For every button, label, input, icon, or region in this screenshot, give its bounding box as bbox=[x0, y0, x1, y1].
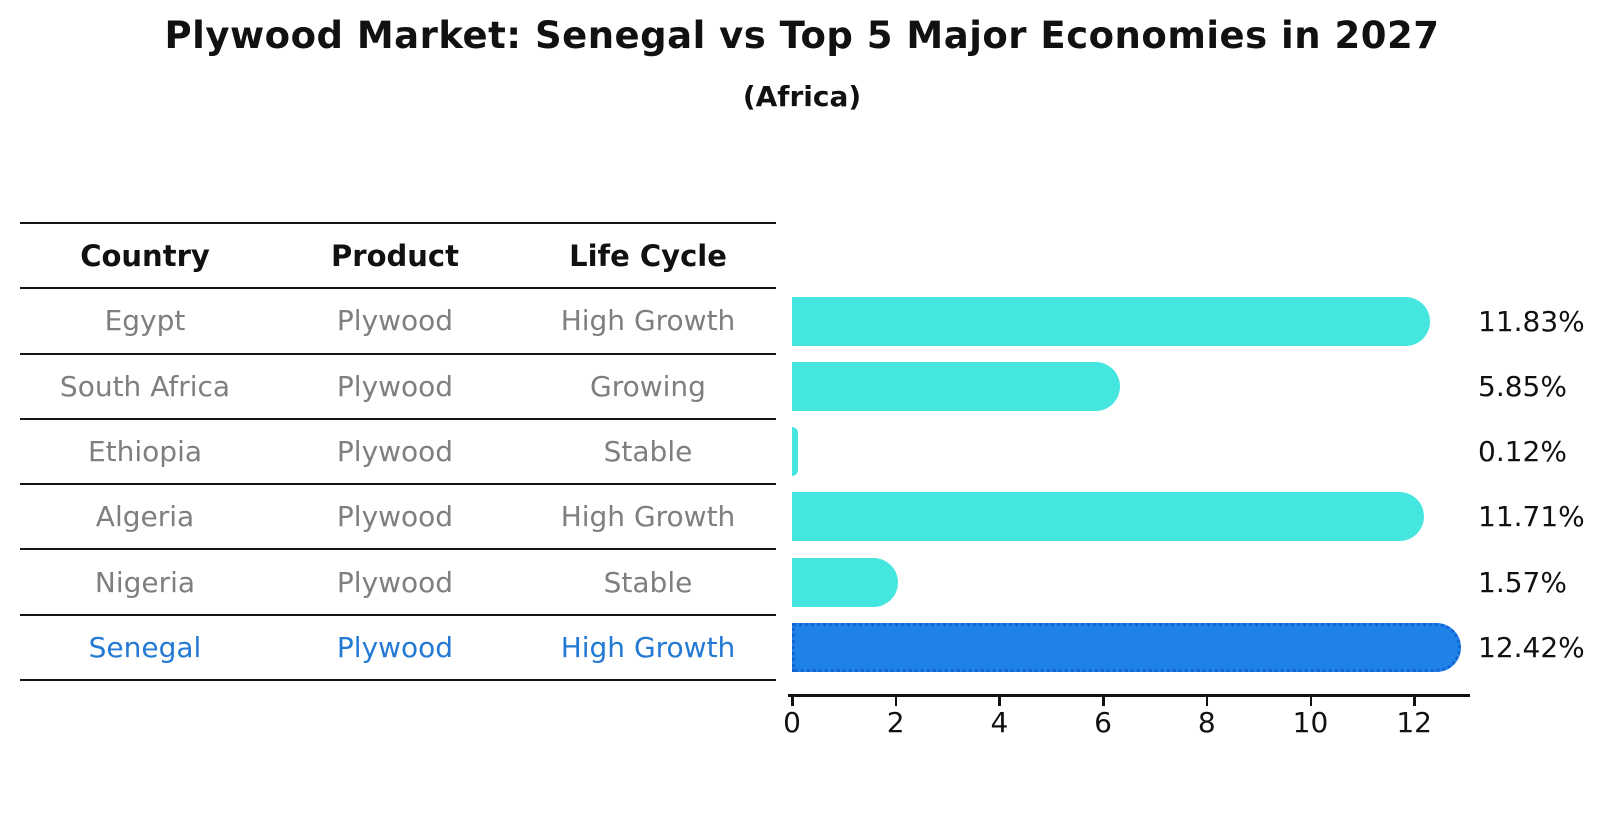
x-tick-label-2: 2 bbox=[886, 706, 905, 739]
country-table: Country Product Life Cycle Egypt Plywood… bbox=[20, 222, 776, 682]
lifecycle-cell: High Growth bbox=[560, 500, 736, 534]
table-header-row: Country Product Life Cycle bbox=[20, 222, 776, 287]
table-header-product: Product bbox=[331, 238, 459, 273]
value-label-algeria: 11.71% bbox=[1478, 500, 1585, 534]
value-label-egypt: 11.83% bbox=[1478, 304, 1585, 338]
product-cell: Plywood bbox=[336, 500, 454, 534]
chart-title: Plywood Market: Senegal vs Top 5 Major E… bbox=[164, 14, 1440, 57]
x-tick-label-8: 8 bbox=[1197, 706, 1216, 739]
product-cell: Plywood bbox=[336, 630, 454, 664]
table-row-ethiopia: Ethiopia Plywood Stable bbox=[20, 417, 776, 483]
x-tick-4 bbox=[998, 696, 1001, 706]
value-label-senegal: 12.42% bbox=[1478, 631, 1585, 664]
table-header-country: Country bbox=[80, 238, 210, 273]
x-tick-8 bbox=[1205, 696, 1209, 706]
country-cell: South Africa bbox=[59, 369, 231, 403]
bar-algeria bbox=[792, 492, 1425, 542]
country-cell: Algeria bbox=[95, 500, 195, 534]
lifecycle-cell: High Growth bbox=[560, 304, 736, 338]
country-cell: Nigeria bbox=[94, 565, 196, 599]
bar-nigeria bbox=[792, 557, 899, 607]
country-cell: Egypt bbox=[104, 304, 186, 338]
chart-subtitle: (Africa) bbox=[742, 80, 862, 113]
table-row-nigeria: Nigeria Plywood Stable bbox=[20, 548, 776, 613]
table-row-algeria: Algeria Plywood High Growth bbox=[20, 483, 776, 548]
x-tick-label-6: 6 bbox=[1094, 706, 1112, 739]
x-tick-label-0: 0 bbox=[783, 706, 801, 739]
x-tick-0 bbox=[791, 696, 794, 706]
lifecycle-cell: High Growth bbox=[560, 630, 736, 664]
bar-plot-area bbox=[792, 222, 1482, 682]
product-cell: Plywood bbox=[336, 435, 454, 469]
lifecycle-cell: Growing bbox=[590, 369, 706, 403]
bar-south-africa bbox=[792, 361, 1121, 411]
table-header-lifecycle: Life Cycle bbox=[569, 238, 727, 273]
x-axis-line bbox=[788, 694, 1470, 697]
bar-ethiopia bbox=[792, 427, 799, 477]
bar-senegal bbox=[792, 623, 1461, 672]
product-cell: Plywood bbox=[336, 565, 454, 599]
value-label-ethiopia: 0.12% bbox=[1478, 435, 1567, 469]
bar-egypt bbox=[792, 296, 1431, 346]
lifecycle-cell: Stable bbox=[603, 435, 693, 469]
x-tick-6 bbox=[1102, 696, 1105, 706]
x-tick-label-4: 4 bbox=[990, 706, 1009, 739]
x-tick-label-10: 10 bbox=[1292, 706, 1329, 739]
country-cell: Senegal bbox=[88, 630, 202, 664]
value-label-south-africa: 5.85% bbox=[1478, 369, 1567, 403]
x-tick-12 bbox=[1413, 696, 1416, 706]
product-cell: Plywood bbox=[336, 369, 454, 403]
x-tick-label-12: 12 bbox=[1396, 706, 1432, 739]
country-cell: Ethiopia bbox=[87, 435, 203, 469]
lifecycle-cell: Stable bbox=[603, 565, 693, 599]
table-row-egypt: Egypt Plywood High Growth bbox=[20, 287, 776, 352]
product-cell: Plywood bbox=[336, 304, 454, 338]
table-row-senegal: Senegal Plywood High Growth bbox=[20, 613, 776, 682]
value-label-nigeria: 1.57% bbox=[1478, 565, 1567, 599]
table-row-south-africa: South Africa Plywood Growing bbox=[20, 352, 776, 418]
x-tick-10 bbox=[1309, 696, 1312, 706]
x-tick-2 bbox=[894, 696, 898, 706]
